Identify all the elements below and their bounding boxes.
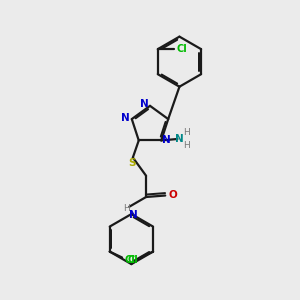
Text: H: H [123,204,130,213]
Text: N: N [121,112,130,123]
Text: O: O [169,190,178,200]
Text: Cl: Cl [125,255,136,265]
Text: Cl: Cl [127,255,138,265]
Text: H: H [184,141,190,150]
Text: H: H [184,128,190,137]
Text: N: N [140,99,149,110]
Text: S: S [128,158,136,168]
Text: N: N [129,210,138,220]
Text: N: N [162,136,171,146]
Text: N: N [175,134,183,144]
Text: Cl: Cl [177,44,188,54]
